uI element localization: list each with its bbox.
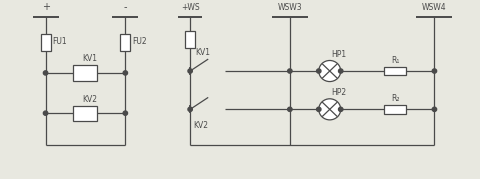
Text: FU1: FU1 (52, 37, 67, 46)
Circle shape (432, 69, 437, 73)
Circle shape (288, 107, 292, 112)
Text: R₂: R₂ (392, 94, 400, 103)
Bar (120, 34, 130, 51)
Circle shape (338, 69, 343, 73)
Text: KV1: KV1 (195, 48, 210, 57)
Bar (384, 105, 406, 114)
Text: FU2: FU2 (132, 37, 147, 46)
Circle shape (288, 69, 292, 73)
Bar (73, 105, 97, 121)
Text: KV2: KV2 (83, 95, 97, 104)
Text: HP1: HP1 (332, 50, 347, 59)
Circle shape (319, 99, 341, 120)
Bar (73, 65, 97, 81)
Circle shape (432, 107, 437, 112)
Bar (41, 34, 50, 51)
Circle shape (188, 107, 192, 112)
Circle shape (123, 111, 128, 115)
Text: +: + (42, 2, 49, 12)
Text: KV2: KV2 (193, 121, 208, 130)
Text: R₁: R₁ (392, 56, 400, 65)
Circle shape (317, 69, 321, 73)
Circle shape (319, 61, 341, 82)
Text: WSW3: WSW3 (277, 3, 302, 12)
Circle shape (338, 107, 343, 112)
Circle shape (123, 71, 128, 75)
Circle shape (43, 71, 48, 75)
Text: -: - (123, 2, 127, 12)
Circle shape (317, 107, 321, 112)
Text: +WS: +WS (181, 3, 200, 12)
Circle shape (43, 111, 48, 115)
Text: WSW4: WSW4 (422, 3, 447, 12)
Bar (185, 31, 195, 48)
Bar (384, 67, 406, 75)
Circle shape (188, 69, 192, 73)
Text: HP2: HP2 (332, 88, 347, 97)
Text: KV1: KV1 (83, 54, 97, 63)
